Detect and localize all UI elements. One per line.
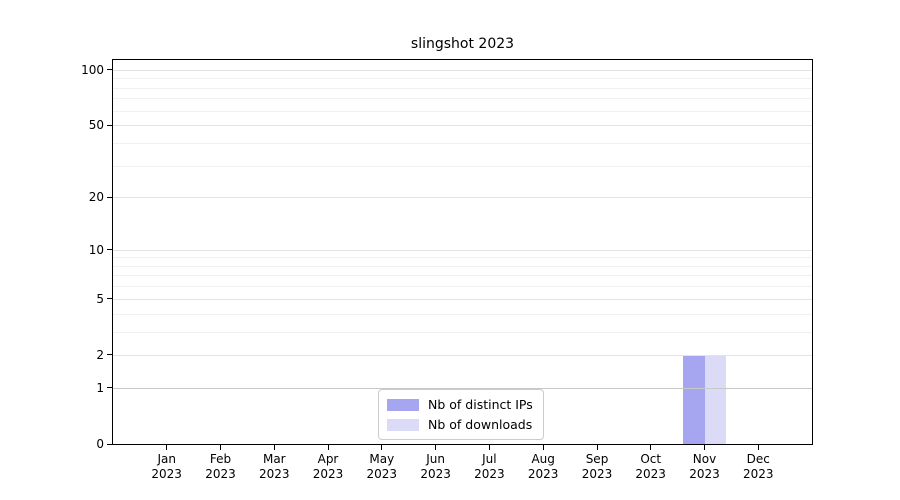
y-tick-mark-10 — [107, 249, 113, 251]
gridline-y-8 — [113, 265, 812, 267]
x-tick-mark-mar-2023 — [273, 445, 275, 450]
y-tick-mark-5 — [107, 298, 113, 300]
x-tick-label-line: 2023 — [743, 467, 774, 481]
gridline-y-90 — [113, 78, 812, 80]
x-tick-label-may-2023: May 2023 — [350, 452, 414, 482]
y-tick-label-5: 5 — [96, 291, 104, 306]
x-tick-label-line: Oct — [640, 452, 662, 466]
legend-swatch-distinct-ips — [387, 398, 419, 411]
x-tick-label-line: Jun — [426, 452, 445, 466]
x-tick-label-apr-2023: Apr 2023 — [296, 452, 360, 482]
x-tick-label-line: May — [369, 452, 395, 466]
y-tick-mark-2 — [107, 354, 113, 356]
gridline-y-4 — [113, 313, 812, 315]
x-tick-label-line: Jan — [157, 452, 176, 466]
gridline-y-50 — [113, 125, 812, 127]
x-tick-label-line: Mar — [262, 452, 286, 466]
gridline-y-1 — [113, 387, 812, 389]
y-tick-label-100: 100 — [81, 62, 104, 77]
legend: Nb of distinct IPs Nb of downloads — [378, 389, 544, 440]
x-tick-label-mar-2023: Mar 2023 — [242, 452, 306, 482]
y-tick-mark-20 — [107, 196, 113, 198]
gridline-y-7 — [113, 275, 812, 277]
x-tick-mark-sep-2023 — [596, 445, 598, 450]
x-tick-mark-apr-2023 — [327, 445, 329, 450]
x-tick-label-line: 2023 — [527, 467, 559, 481]
gridline-y-70 — [113, 98, 812, 100]
y-tick-label-1: 1 — [96, 380, 104, 395]
legend-label: Nb of downloads — [428, 417, 533, 432]
x-tick-mark-jan-2023 — [166, 445, 168, 450]
gridline-y-6 — [113, 286, 812, 288]
bars-layer — [113, 60, 812, 444]
gridline-y-40 — [113, 142, 812, 144]
x-tick-mark-oct-2023 — [650, 445, 652, 450]
gridline-y-60 — [113, 110, 812, 112]
x-tick-label-line: 2023 — [151, 467, 182, 481]
y-tick-label-20: 20 — [88, 190, 104, 205]
plot-area: Nb of distinct IPs Nb of downloads — [112, 59, 813, 445]
x-tick-label-line: 2023 — [581, 467, 613, 481]
x-tick-label-dec-2023: Dec 2023 — [726, 452, 790, 482]
gridline-y-20 — [113, 197, 812, 199]
legend-item-downloads: Nb of downloads — [387, 417, 535, 432]
chart-title: slingshot 2023 — [410, 36, 515, 52]
y-tick-label-50: 50 — [88, 118, 104, 133]
x-tick-label-aug-2023: Aug 2023 — [511, 452, 575, 482]
gridline-y-10 — [113, 249, 812, 251]
y-tick-mark-1 — [107, 387, 113, 389]
x-tick-label-line: 2023 — [689, 467, 720, 481]
x-tick-label-nov-2023: Nov 2023 — [673, 452, 737, 482]
legend-label: Nb of distinct IPs — [428, 397, 533, 412]
grid-layer — [113, 60, 812, 444]
y-tick-label-0: 0 — [96, 437, 104, 451]
y-tick-label-10: 10 — [88, 242, 104, 257]
x-tick-label-line: 2023 — [420, 467, 451, 481]
x-tick-mark-jul-2023 — [488, 445, 490, 450]
x-tick-mark-dec-2023 — [757, 445, 759, 450]
gridline-y-30 — [113, 165, 812, 167]
legend-item-distinct-ips: Nb of distinct IPs — [387, 397, 535, 412]
y-tick-mark-100 — [107, 69, 113, 71]
y-tick-label-2: 2 — [96, 347, 104, 362]
x-tick-label-oct-2023: Oct 2023 — [619, 452, 683, 482]
x-tick-mark-nov-2023 — [704, 445, 705, 450]
gridline-y-100 — [113, 69, 812, 71]
x-tick-label-line: Nov — [692, 452, 717, 466]
bar-nb-of-distinct-ips-nov-2023 — [683, 354, 705, 444]
x-tick-label-sep-2023: Sep 2023 — [565, 452, 629, 482]
x-tick-label-line: 2023 — [205, 467, 236, 481]
x-tick-mark-aug-2023 — [542, 445, 544, 450]
x-tick-mark-feb-2023 — [220, 445, 221, 450]
y-tick-mark-50 — [107, 124, 113, 126]
x-tick-label-line: 2023 — [259, 467, 290, 481]
x-tick-label-line: Feb — [209, 452, 232, 466]
x-tick-label-jan-2023: Jan 2023 — [135, 452, 199, 482]
gridline-y-2 — [113, 354, 812, 356]
gridline-y-5 — [113, 298, 812, 300]
x-tick-label-line: Dec — [746, 452, 770, 466]
x-tick-label-line: 2023 — [366, 467, 398, 481]
x-tick-label-line: Jul — [482, 452, 497, 466]
x-tick-label-jun-2023: Jun 2023 — [404, 452, 468, 482]
y-tick-mark-0 — [107, 443, 113, 445]
x-tick-label-line: Sep — [585, 452, 609, 466]
gridline-y-80 — [113, 87, 812, 89]
legend-swatch-downloads — [387, 418, 419, 431]
x-tick-label-jul-2023: Jul 2023 — [457, 452, 521, 482]
x-tick-mark-may-2023 — [381, 445, 383, 450]
gridline-y-3 — [113, 331, 812, 333]
bar-nb-of-downloads-nov-2023 — [704, 354, 726, 444]
x-tick-label-line: Aug — [531, 452, 555, 466]
gridline-y-9 — [113, 257, 812, 259]
x-tick-label-line: Apr — [317, 452, 339, 466]
x-tick-mark-jun-2023 — [435, 445, 437, 450]
x-tick-label-feb-2023: Feb 2023 — [189, 452, 253, 482]
x-tick-label-line: 2023 — [635, 467, 666, 481]
x-tick-label-line: 2023 — [474, 467, 505, 481]
x-tick-label-line: 2023 — [312, 467, 344, 481]
